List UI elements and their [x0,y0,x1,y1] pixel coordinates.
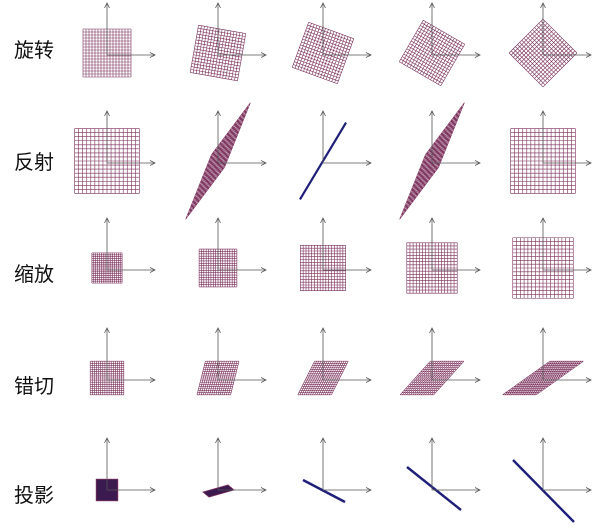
y-axis-arrow [215,2,221,9]
panel-r2-c0 [91,217,156,284]
y-axis-arrow [215,217,221,224]
y-axis-arrow [104,110,110,117]
x-axis-arrow [585,160,592,166]
y-axis-arrow [215,327,221,334]
row-label-projection: 投影 [14,483,54,507]
panel-r0-c3 [398,2,481,87]
x-axis-arrow [474,160,481,166]
panel-r2-c2 [300,217,372,291]
panel-r3-c1 [196,327,267,396]
y-axis-arrow [429,437,435,444]
panel-r4-c4 [512,437,592,523]
transformed-grid [196,360,240,396]
projected-parallelogram [202,484,235,498]
y-axis-arrow [104,327,110,334]
y-axis-arrow [540,327,546,334]
y-axis-arrow [215,110,221,117]
panel-r2-c4 [512,217,592,299]
panel-r1-c0 [74,110,156,194]
y-axis-arrow [320,110,326,117]
y-axis-arrow [429,217,435,224]
panel-r1-c3 [399,102,481,220]
panel-r4-c3 [406,437,481,511]
y-axis-arrow [104,437,110,444]
x-axis-arrow [474,377,481,383]
y-axis-arrow [320,327,326,334]
panel-r4-c0 [95,437,156,502]
x-axis-arrow [585,487,592,493]
x-axis-arrow [260,377,267,383]
y-axis-arrow [429,327,435,334]
row-label-scale: 缩放 [14,262,54,286]
panel-r4-c1 [202,437,267,498]
x-axis-arrow [260,52,267,58]
projected-line [406,466,462,511]
y-axis-arrow [429,2,435,9]
transformed-grid [502,360,584,396]
x-axis-arrow [474,487,481,493]
panel-r3-c4 [502,327,592,396]
transformed-grid [74,128,140,194]
x-axis-arrow [260,267,267,273]
y-axis-arrow [215,437,221,444]
row-label-reflect: 反射 [14,150,54,174]
panel-r0-c4 [508,2,592,88]
row-label-rotate: 旋转 [14,38,54,62]
y-axis-arrow [540,217,546,224]
transformed-grid [189,24,247,82]
transformed-grid [185,102,251,220]
x-axis-arrow [149,487,156,493]
x-axis-arrow [260,487,267,493]
x-axis-arrow [149,160,156,166]
transformed-grid [398,19,466,87]
panel-r3-c3 [399,327,481,396]
projected-line [512,459,575,523]
panel-r4-c2 [302,437,372,504]
transformed-grid [297,360,349,396]
panel-r2-c1 [198,217,267,288]
y-axis-arrow [320,217,326,224]
y-axis-arrow [540,110,546,117]
y-axis-arrow [540,2,546,9]
x-axis-arrow [365,267,372,273]
row-label-shear: 错切 [14,374,54,398]
transformed-grid [399,102,465,220]
x-axis-arrow [260,160,267,166]
panel-r0-c1 [189,2,267,82]
panel-r1-c1 [185,102,267,220]
x-axis-arrow [149,52,156,58]
panel-r0-c0 [82,2,156,78]
x-axis-arrow [365,487,372,493]
transformed-grid [291,21,355,85]
panel-r1-c4 [510,110,592,194]
x-axis-arrow [149,267,156,273]
x-axis-arrow [585,377,592,383]
projected-line [302,478,346,504]
y-axis-arrow [429,110,435,117]
transformed-grid [399,360,465,396]
x-axis-arrow [474,52,481,58]
panel-r3-c2 [297,327,372,396]
x-axis-arrow [585,267,592,273]
panel-r3-c0 [89,327,156,396]
y-axis-arrow [320,2,326,9]
panel-r1-c2 [299,110,372,200]
x-axis-arrow [149,377,156,383]
panel-r2-c3 [406,217,481,294]
y-axis-arrow [320,437,326,444]
x-axis-arrow [474,267,481,273]
y-axis-arrow [104,2,110,9]
x-axis-arrow [365,377,372,383]
y-axis-arrow [104,217,110,224]
x-axis-arrow [365,52,372,58]
panel-r0-c2 [291,2,372,85]
transformed-grid [510,128,576,194]
y-axis-arrow [540,437,546,444]
x-axis-arrow [365,160,372,166]
x-axis-arrow [585,52,592,58]
